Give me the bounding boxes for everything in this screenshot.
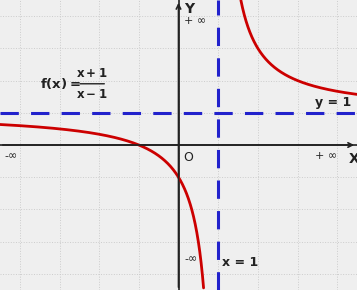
Text: x = 1: x = 1 — [222, 256, 258, 269]
Text: -∞: -∞ — [4, 151, 17, 162]
Text: + ∞: + ∞ — [315, 151, 337, 162]
Text: -∞: -∞ — [185, 254, 198, 264]
Text: + ∞: + ∞ — [185, 16, 207, 26]
Text: $\bf{x-1}$: $\bf{x-1}$ — [76, 88, 107, 101]
Text: Y: Y — [185, 2, 195, 16]
Text: $\bf{x+1}$: $\bf{x+1}$ — [76, 67, 107, 80]
Text: y = 1: y = 1 — [315, 96, 351, 109]
Text: O: O — [183, 151, 193, 164]
Text: $\bf{f(x)=}$: $\bf{f(x)=}$ — [40, 76, 80, 91]
Text: X: X — [348, 152, 357, 166]
